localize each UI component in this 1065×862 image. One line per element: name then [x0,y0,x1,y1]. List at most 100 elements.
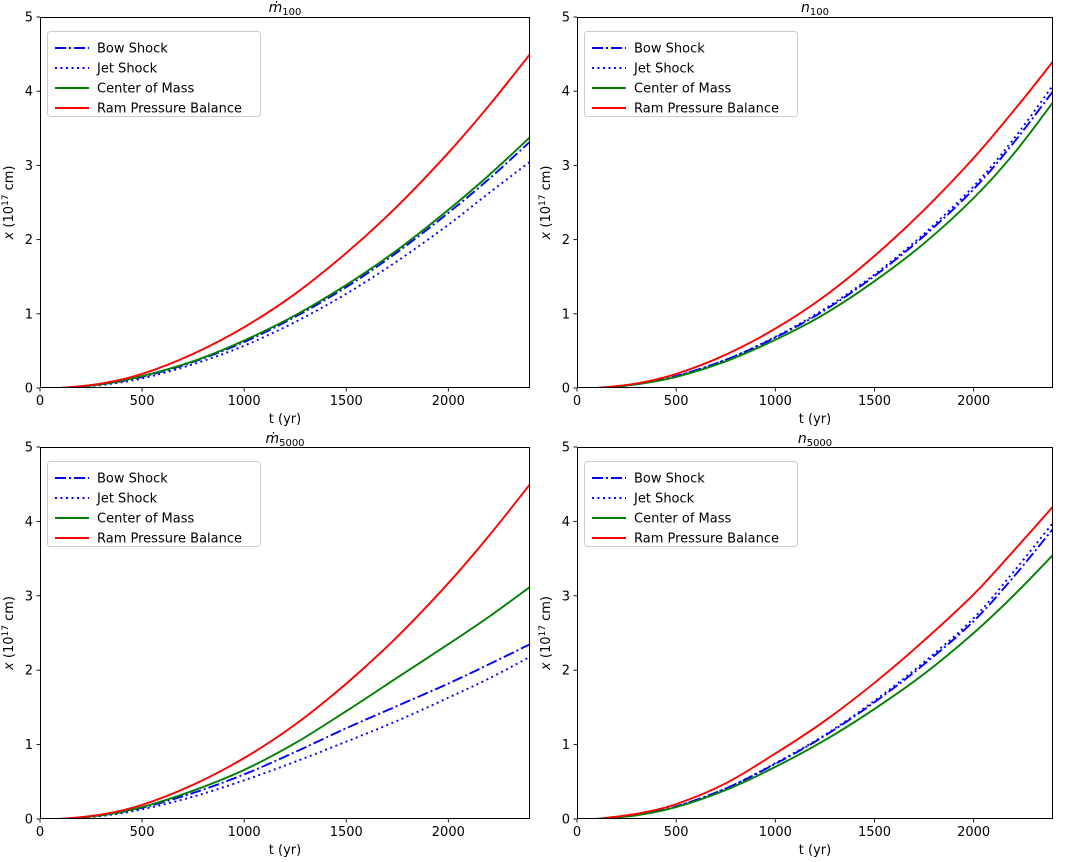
legend-label-jet-shock: Jet Shock [96,492,158,507]
x-tick-label: 2000 [432,394,465,409]
x-tick-label: 1500 [330,394,363,409]
panel-mdot-100: ṁ100 0 500 1000 1500 2000 0 1 2 3 4 5 t (yr) x (1017 … [1,0,530,427]
panel-title: ṁ100 [269,0,302,18]
curve-ram-pressure-balance [596,505,1053,819]
curve-ram-pressure-balance [60,483,530,819]
y-tick-label: 1 [25,738,33,753]
plot-frame [40,17,530,388]
curve-bow-shock [596,90,1053,388]
y-tick-label: 0 [562,813,570,828]
x-tick-label: 500 [664,394,689,409]
legend-frame [47,461,261,547]
x-axis-label: t (yr) [799,412,831,427]
legend-label-center-of-mass: Center of Mass [634,512,732,527]
curve-ram-pressure-balance [60,53,530,388]
y-tick-label: 0 [562,382,570,397]
legend-label-ram-pressure-balance: Ram Pressure Balance [634,102,779,117]
y-axis-label: x (1017 cm) [538,166,554,241]
x-tick-label: 500 [130,394,155,409]
x-tick-label: 1000 [759,825,792,840]
legend-label-ram-pressure-balance: Ram Pressure Balance [634,532,779,547]
legend-label-bow-shock: Bow Shock [97,42,168,57]
x-tick-label: 1500 [858,825,891,840]
x-tick-label: 2000 [957,825,990,840]
plot-frame [40,447,530,819]
legend-label-center-of-mass: Center of Mass [97,82,195,97]
x-tick-label: 1500 [858,394,891,409]
y-tick-label: 2 [25,233,33,248]
panel-title: n5000 [798,431,832,449]
y-tick-label: 2 [25,664,33,679]
y-tick-label: 5 [25,11,33,26]
y-tick-label: 0 [25,813,33,828]
y-tick-label: 5 [25,441,33,456]
y-tick-label: 3 [25,159,33,174]
x-tick-label: 0 [36,825,44,840]
curve-bow-shock [60,140,530,388]
curve-ram-pressure-balance [596,60,1053,388]
panel-mdot-5000: ṁ5000 0 500 1000 1500 2000 0 1 2 3 4 5 t (yr) x (1017… [1,431,530,858]
panel-title: ṁ5000 [265,431,304,449]
legend-label-center-of-mass: Center of Mass [634,82,732,97]
y-tick-label: 3 [25,589,33,604]
curve-center-of-mass [596,101,1053,388]
x-tick-label: 0 [36,394,44,409]
plot-frame [577,17,1053,388]
x-tick-label: 500 [664,825,689,840]
legend-label-bow-shock: Bow Shock [97,472,168,487]
curve-jet-shock [596,84,1053,388]
y-tick-label: 3 [562,159,570,174]
y-tick-label: 2 [562,233,570,248]
legend-label-jet-shock: Jet Shock [633,492,695,507]
y-tick-label: 4 [562,515,570,530]
legend-label-ram-pressure-balance: Ram Pressure Balance [97,532,242,547]
curve-center-of-mass [596,554,1053,819]
x-tick-label: 500 [130,825,155,840]
y-tick-label: 2 [562,664,570,679]
legend-label-bow-shock: Bow Shock [634,42,705,57]
legend-frame [47,31,261,117]
curve-center-of-mass [60,136,530,388]
curve-jet-shock [596,522,1053,819]
legend-box: Bow Shock Jet Shock Center of Mass Ram Pres… [584,31,798,117]
legend-frame [584,461,798,547]
y-tick-label: 4 [562,85,570,100]
y-tick-label: 4 [25,85,33,100]
x-tick-label: 0 [573,825,581,840]
x-axis-label: t (yr) [269,412,301,427]
y-tick-label: 4 [25,515,33,530]
y-tick-label: 1 [562,738,570,753]
legend-box: Bow Shock Jet Shock Center of Mass Ram Pres… [47,31,261,117]
legend-label-bow-shock: Bow Shock [634,472,705,487]
y-axis-label: x (1017 cm) [1,166,17,241]
x-axis-label: t (yr) [269,843,301,858]
x-tick-label: 1500 [330,825,363,840]
x-tick-label: 1000 [228,825,261,840]
legend-label-jet-shock: Jet Shock [96,62,158,77]
panel-n-100: n100 0 500 1000 1500 2000 0 1 2 3 4 5 t (yr) x (1017 … [538,0,1053,427]
y-tick-label: 1 [562,307,570,322]
y-axis-label: x (1017 cm) [538,596,554,671]
y-tick-label: 5 [562,441,570,456]
legend-label-ram-pressure-balance: Ram Pressure Balance [97,102,242,117]
panel-n-5000: n5000 0 500 1000 1500 2000 0 1 2 3 4 5 t (yr) x (1017… [538,431,1053,858]
x-tick-label: 0 [573,394,581,409]
x-tick-label: 2000 [432,825,465,840]
y-axis-label: x (1017 cm) [1,596,17,671]
x-tick-label: 1000 [759,394,792,409]
panel-title: n100 [801,0,829,18]
legend-label-center-of-mass: Center of Mass [97,512,195,527]
plot-frame [577,447,1053,819]
y-tick-label: 0 [25,382,33,397]
y-tick-label: 5 [562,11,570,26]
x-axis-label: t (yr) [799,843,831,858]
y-tick-label: 1 [25,307,33,322]
x-tick-label: 1000 [228,394,261,409]
curve-jet-shock [60,160,530,388]
legend-box: Bow Shock Jet Shock Center of Mass Ram Pres… [47,461,261,547]
curve-bow-shock [60,643,530,819]
legend-box: Bow Shock Jet Shock Center of Mass Ram Pres… [584,461,798,547]
curve-jet-shock [60,655,530,819]
y-tick-label: 3 [562,589,570,604]
